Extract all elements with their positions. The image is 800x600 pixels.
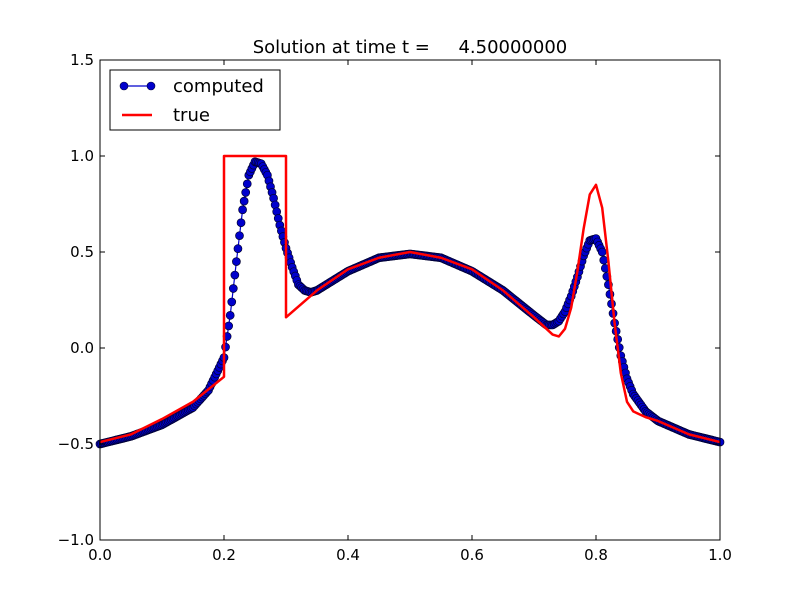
series-computed-point <box>232 257 241 266</box>
series-true-line <box>99 154 721 444</box>
series-computed-point <box>238 205 247 215</box>
series-computed-point <box>242 179 252 189</box>
x-tick-label: 1.0 <box>708 546 732 564</box>
series-computed-point <box>228 284 238 293</box>
y-tick-label: 0.5 <box>70 243 94 261</box>
y-tick-label: 1.5 <box>70 51 94 69</box>
series-computed-point <box>241 188 251 197</box>
legend-computed-marker <box>119 81 129 91</box>
series-computed-point <box>230 270 240 280</box>
y-tick-label: −0.5 <box>58 435 94 453</box>
plot-frame <box>99 59 721 541</box>
x-tick-label: 0.2 <box>212 546 236 564</box>
series-layer <box>95 154 725 449</box>
series-computed-point <box>599 255 609 265</box>
series-computed-point <box>597 247 607 257</box>
series-computed-point <box>233 244 243 253</box>
legend: computed true <box>109 69 281 131</box>
series-computed-point <box>235 231 244 241</box>
chart-title: Solution at time t = 4.50000000 <box>253 37 568 58</box>
legend-box <box>109 69 281 131</box>
legend-true-label: true <box>173 105 210 126</box>
x-tick-label: 0.6 <box>460 546 484 564</box>
series-computed-point <box>225 311 235 320</box>
y-tick-label: 0.0 <box>70 339 94 357</box>
legend-computed-label: computed <box>173 76 264 97</box>
legend-computed-marker <box>146 81 156 91</box>
y-tick-label: −1.0 <box>58 531 94 549</box>
x-tick-label: 0.4 <box>336 546 360 564</box>
series-computed-point <box>227 297 237 307</box>
x-tick-label: 0.8 <box>584 546 608 564</box>
series-computed-point <box>236 218 246 228</box>
x-tick-label: 0.0 <box>88 546 112 564</box>
series-computed-point <box>239 196 249 206</box>
series-computed-point <box>224 321 233 331</box>
y-tick-label: 1.0 <box>70 147 94 165</box>
ticks-layer: 0.0 0.2 0.4 0.6 0.8 1.0 −1.0 −0.5 0.0 0.5 1.0 1.5 <box>58 51 732 564</box>
